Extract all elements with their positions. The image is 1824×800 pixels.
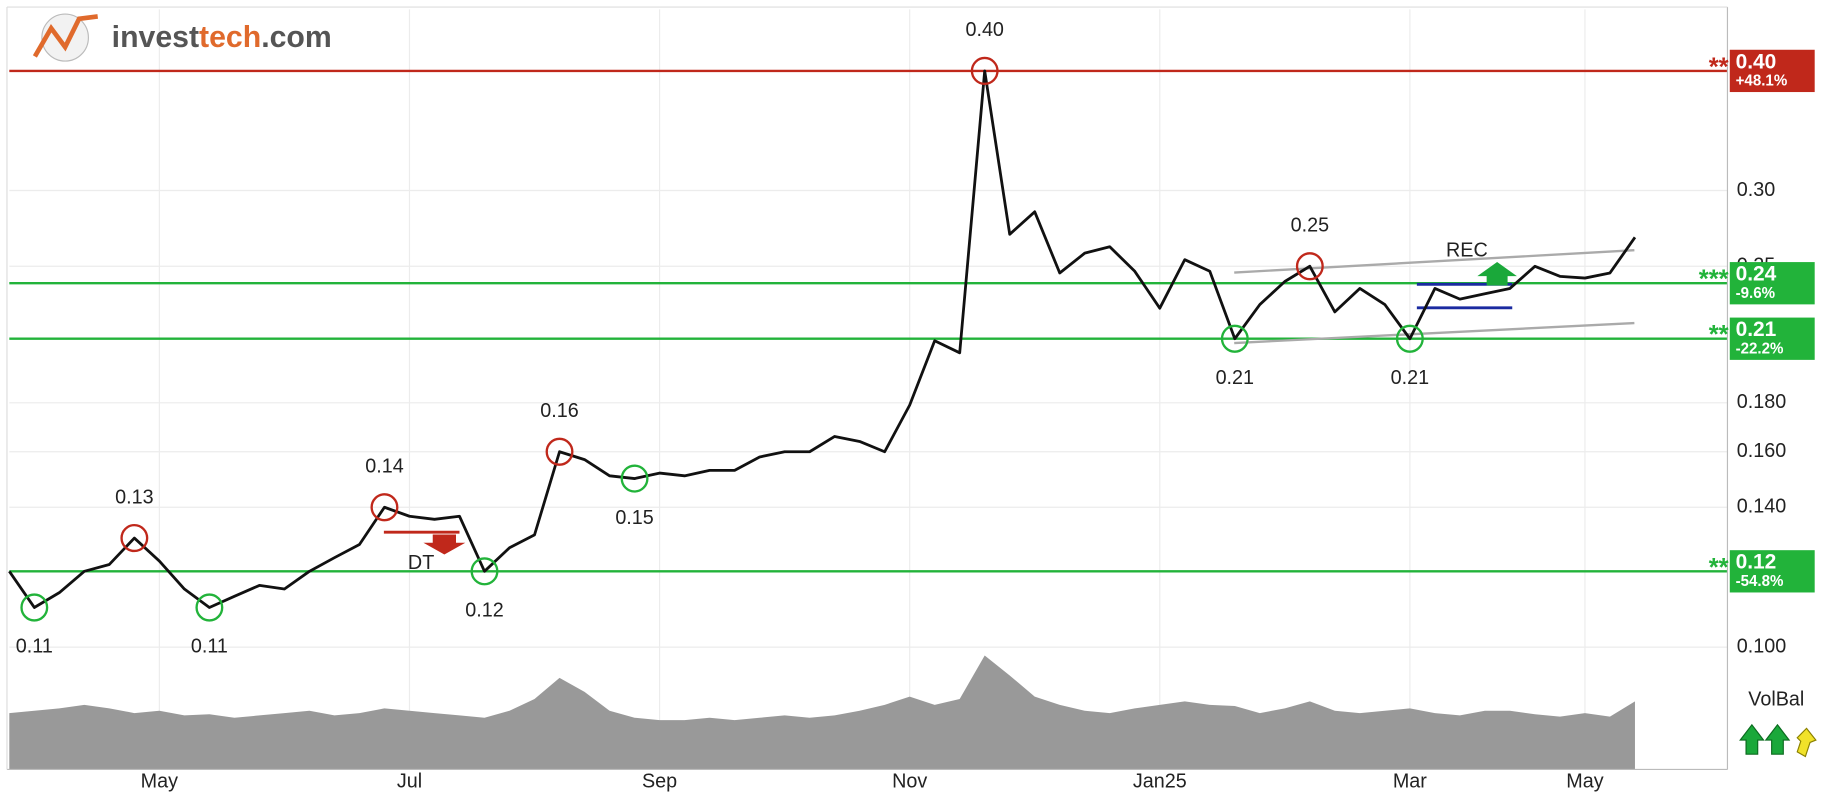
y-tick-label: 0.30	[1737, 179, 1775, 201]
logo-part: tech	[199, 20, 261, 54]
top-marker	[370, 493, 399, 522]
top-marker	[545, 437, 574, 466]
logo-text: investtech.com	[112, 20, 332, 54]
value-label: 0.11	[191, 636, 228, 658]
level-stars: ***	[1699, 266, 1729, 294]
y-tick-label: 0.160	[1737, 440, 1786, 462]
level-change: -54.8%	[1736, 573, 1784, 590]
bottom-marker	[470, 557, 499, 586]
volume-pane	[9, 655, 1635, 770]
price-pane: 0.11 0.13 0.11 0.14 0.12 0.16 0.15 0.40 0.21 0.25…	[8, 19, 1637, 658]
level-change: -22.2%	[1736, 340, 1784, 357]
x-tick-label: Nov	[892, 771, 927, 793]
sell-arrow	[423, 534, 466, 555]
volbal-arrow	[1796, 727, 1817, 758]
bottom-marker	[1395, 324, 1424, 353]
volume-area	[9, 655, 1635, 770]
x-tick-label: May	[1566, 771, 1603, 793]
y-tick-label: 0.140	[1737, 495, 1786, 517]
trend-channel-bottom	[1234, 321, 1635, 345]
buy-arrow	[1477, 261, 1517, 286]
bottom-marker	[20, 593, 49, 622]
level-change: -9.6%	[1736, 285, 1776, 302]
top-marker	[970, 56, 999, 86]
level-value: 0.21	[1736, 318, 1777, 341]
logo: investtech.com	[32, 13, 332, 62]
level-stars: **	[1709, 53, 1729, 81]
level-box	[1729, 49, 1815, 93]
bottom-marker	[620, 464, 649, 493]
value-label: 0.12	[465, 599, 503, 621]
top-marker	[1295, 252, 1324, 281]
grid: 0.100 0.140 0.160 0.180 0.25 0.30 May Jul Sep Nov…	[9, 9, 1786, 793]
value-label: 0.13	[115, 486, 153, 508]
top-marker	[120, 523, 149, 553]
value-label: 0.25	[1291, 215, 1329, 237]
y-tick-label: 0.180	[1737, 391, 1786, 413]
bottom-marker	[1220, 324, 1249, 353]
x-tick-label: Jan25	[1133, 771, 1187, 793]
annotation: REC	[1446, 240, 1488, 262]
level-value: 0.24	[1736, 263, 1777, 286]
volbal-arrow	[1739, 723, 1765, 755]
logo-zigzag	[32, 14, 99, 58]
level-box	[1729, 262, 1815, 305]
logo-part: invest	[112, 20, 199, 54]
value-label: 0.21	[1216, 367, 1254, 389]
y-tick-label: 0.100	[1737, 635, 1786, 657]
value-label: 0.21	[1391, 367, 1429, 389]
logo-icon	[41, 13, 89, 62]
level-box	[1729, 317, 1815, 360]
x-tick-label: Sep	[642, 771, 677, 793]
indicator-label: VolBal	[1748, 688, 1804, 710]
value-label: 0.11	[16, 636, 53, 658]
price-line	[8, 69, 1637, 609]
level-stars: **	[1709, 554, 1729, 582]
value-label: 0.15	[615, 507, 653, 529]
level-box	[1729, 550, 1815, 593]
level-value: 0.12	[1736, 551, 1777, 574]
value-label: 0.16	[540, 400, 578, 422]
level-stars: **	[1709, 321, 1729, 349]
value-label: 0.40	[965, 19, 1003, 41]
level-value: 0.40	[1736, 50, 1777, 73]
annotation: DT	[408, 552, 434, 574]
volbal-arrow	[1764, 723, 1791, 755]
value-label: 0.14	[365, 456, 403, 478]
bottom-marker	[195, 593, 224, 622]
level-change: +48.1%	[1736, 72, 1788, 89]
x-tick-label: Jul	[397, 771, 422, 793]
trend-channel-top	[1234, 249, 1635, 274]
logo-part: .com	[261, 20, 332, 54]
x-tick-label: Mar	[1393, 771, 1427, 793]
x-tick-label: May	[141, 771, 178, 793]
